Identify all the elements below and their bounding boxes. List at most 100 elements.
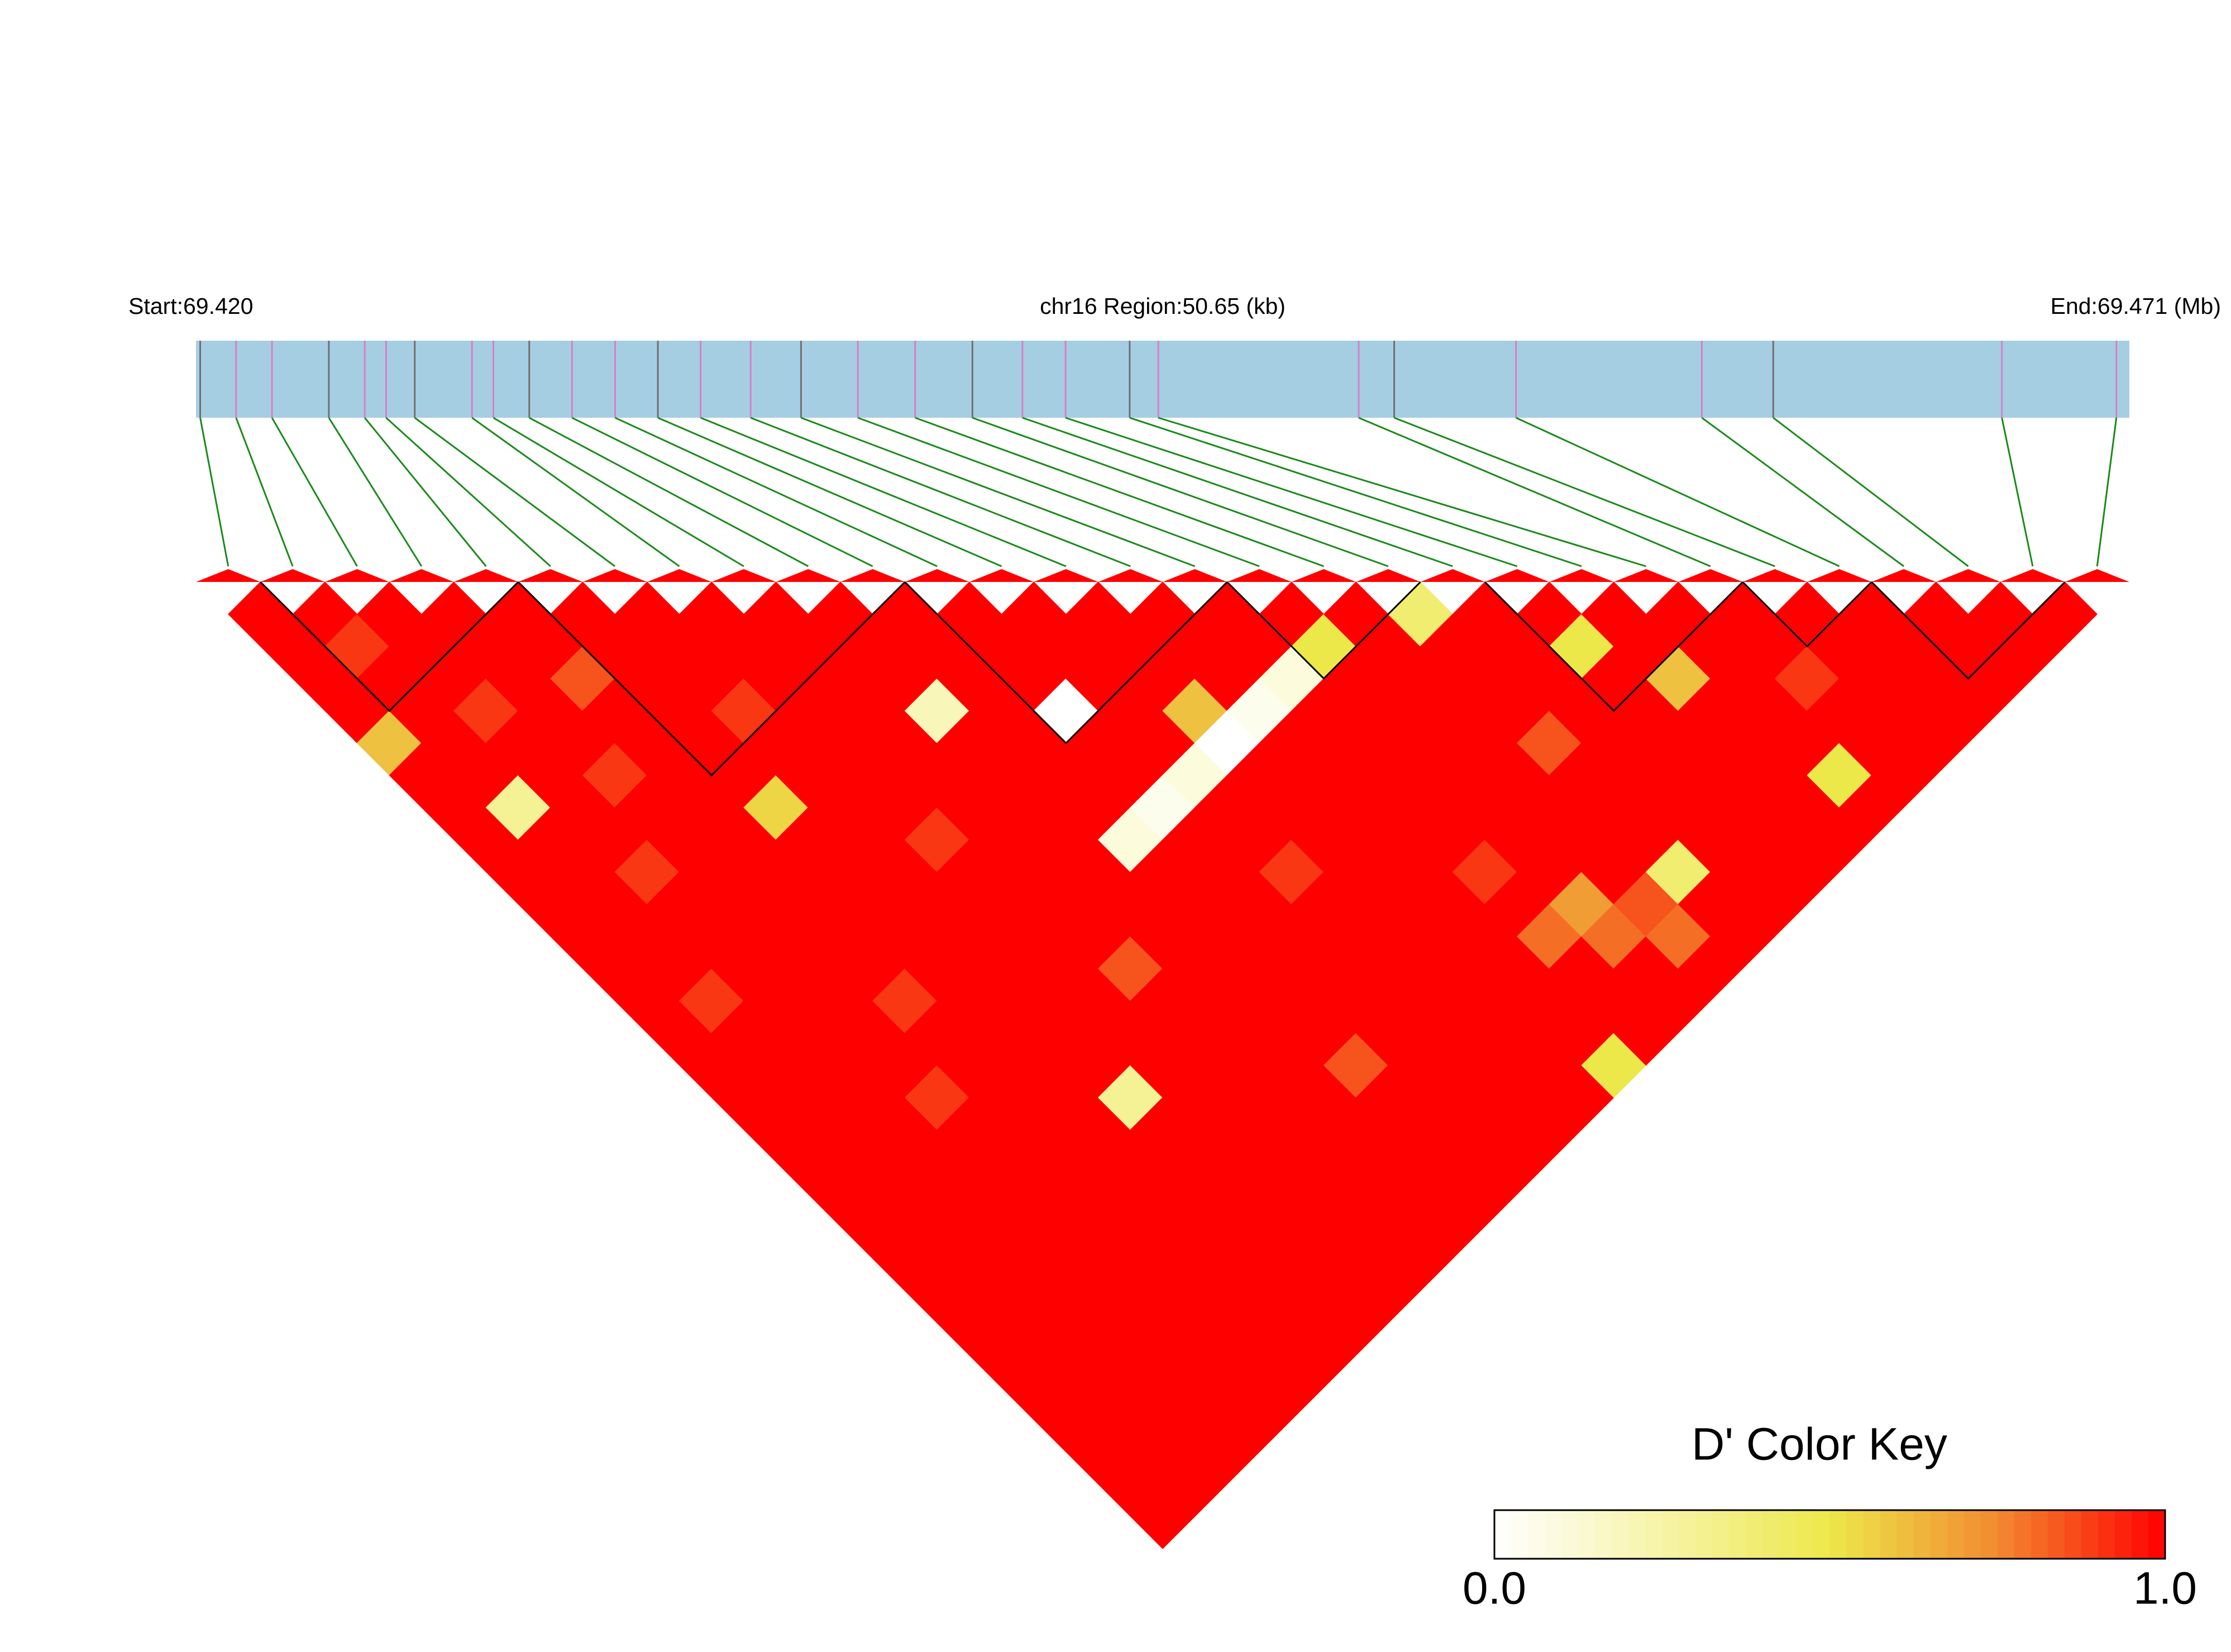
key-swatch	[1913, 1510, 1931, 1559]
key-swatch	[1695, 1510, 1713, 1559]
snp-connector	[1515, 417, 1840, 567]
snp-tip	[1549, 569, 1614, 582]
snp-tip	[840, 569, 905, 582]
key-swatch	[1997, 1510, 2015, 1559]
snp-tip	[1420, 569, 1485, 582]
snp-tip	[2065, 569, 2129, 582]
key-swatch	[1595, 1510, 1612, 1559]
key-swatch	[2114, 1510, 2132, 1559]
snp-tip	[776, 569, 840, 582]
snp-connector	[364, 417, 487, 567]
key-swatch	[1964, 1510, 1981, 1559]
snp-connector	[493, 417, 744, 567]
key-swatch	[1528, 1510, 1545, 1559]
end-label: End:69.471 (Mb)	[2051, 293, 2221, 319]
snp-connector	[471, 417, 680, 567]
snp-connector	[1701, 417, 1904, 567]
snp-connector	[614, 417, 938, 567]
snp-connector	[529, 417, 809, 567]
key-frame	[1493, 1509, 2166, 1560]
snp-tip	[389, 569, 454, 582]
snp-connector	[199, 417, 230, 567]
key-swatch	[2014, 1510, 2032, 1559]
snp-connector	[385, 417, 551, 567]
key-swatch	[1813, 1510, 1831, 1559]
key-swatch	[2148, 1510, 2166, 1559]
snp-tip	[1613, 569, 1679, 582]
snp-connector	[750, 417, 1131, 567]
key-swatch	[1712, 1510, 1730, 1559]
snp-connector	[1773, 417, 1969, 567]
ld-block	[904, 581, 1228, 744]
snp-connector	[1129, 417, 1582, 567]
snp-connector	[1358, 417, 1711, 567]
key-swatch	[2081, 1510, 2099, 1559]
key-title: D' Color Key	[1692, 1419, 1947, 1470]
snp-connector	[414, 417, 615, 567]
key-swatch	[1545, 1510, 1562, 1559]
key-swatch	[1762, 1510, 1780, 1559]
key-swatch	[2031, 1510, 2048, 1559]
key-swatch	[1746, 1510, 1763, 1559]
snp-tip	[969, 569, 1034, 582]
snp-tip	[1936, 569, 2001, 582]
snp-tip	[1163, 569, 1227, 582]
snp-tip	[1871, 569, 1936, 582]
key-swatch	[2064, 1510, 2082, 1559]
key-swatch	[1796, 1510, 1814, 1559]
snp-tip	[1356, 569, 1421, 582]
key-swatch	[1863, 1510, 1881, 1559]
key-swatch	[1930, 1510, 1948, 1559]
region-label: chr16 Region:50.65 (kb)	[1040, 293, 1286, 319]
snp-tip	[1098, 569, 1163, 582]
snp-connector	[1158, 417, 1646, 567]
key-swatch	[1645, 1510, 1662, 1559]
snp-tip	[1807, 569, 1872, 582]
key-swatch	[1980, 1510, 1998, 1559]
snp-connector	[571, 417, 873, 567]
key-swatch	[1612, 1510, 1629, 1559]
snp-connector	[328, 417, 423, 567]
ld-block	[1742, 581, 1872, 648]
key-swatch	[1729, 1510, 1746, 1559]
snp-connector	[2096, 417, 2118, 567]
snp-connector	[2001, 417, 2034, 567]
ld-block	[1871, 581, 2066, 680]
ld-block	[517, 581, 906, 777]
ld-block	[1226, 581, 1421, 680]
snp-tip	[905, 569, 969, 582]
snp-tip	[453, 569, 518, 582]
key-swatch	[2047, 1510, 2065, 1559]
snp-tip	[1485, 569, 1550, 582]
key-swatch	[1662, 1510, 1679, 1559]
snp-tip	[647, 569, 712, 582]
key-swatch	[1628, 1510, 1646, 1559]
snp-tip	[2000, 569, 2065, 582]
key-swatch	[1846, 1510, 1864, 1559]
snp-tip	[324, 569, 390, 582]
snp-tip	[1291, 569, 1356, 582]
snp-tip	[260, 569, 325, 582]
snp-connector	[1022, 417, 1453, 567]
start-label: Start:69.420	[128, 293, 253, 319]
key-swatch	[1578, 1510, 1595, 1559]
snp-tip	[1678, 569, 1743, 582]
snp-connector	[972, 417, 1389, 567]
snp-connector	[915, 417, 1325, 567]
key-tick-label: 1.0	[2133, 1563, 2197, 1614]
key-tick-label: 0.0	[1463, 1563, 1526, 1614]
key-swatch	[1880, 1510, 1898, 1559]
key-swatch	[1511, 1510, 1528, 1559]
key-swatch	[2131, 1510, 2149, 1559]
snp-connector	[235, 417, 294, 567]
key-swatch	[1561, 1510, 1579, 1559]
snp-connector	[700, 417, 1067, 567]
snp-connector	[857, 417, 1260, 567]
ld-block	[260, 581, 519, 712]
key-swatch	[2098, 1510, 2115, 1559]
key-swatch	[1779, 1510, 1797, 1559]
snp-connector	[271, 417, 358, 567]
snp-tip	[582, 569, 647, 582]
